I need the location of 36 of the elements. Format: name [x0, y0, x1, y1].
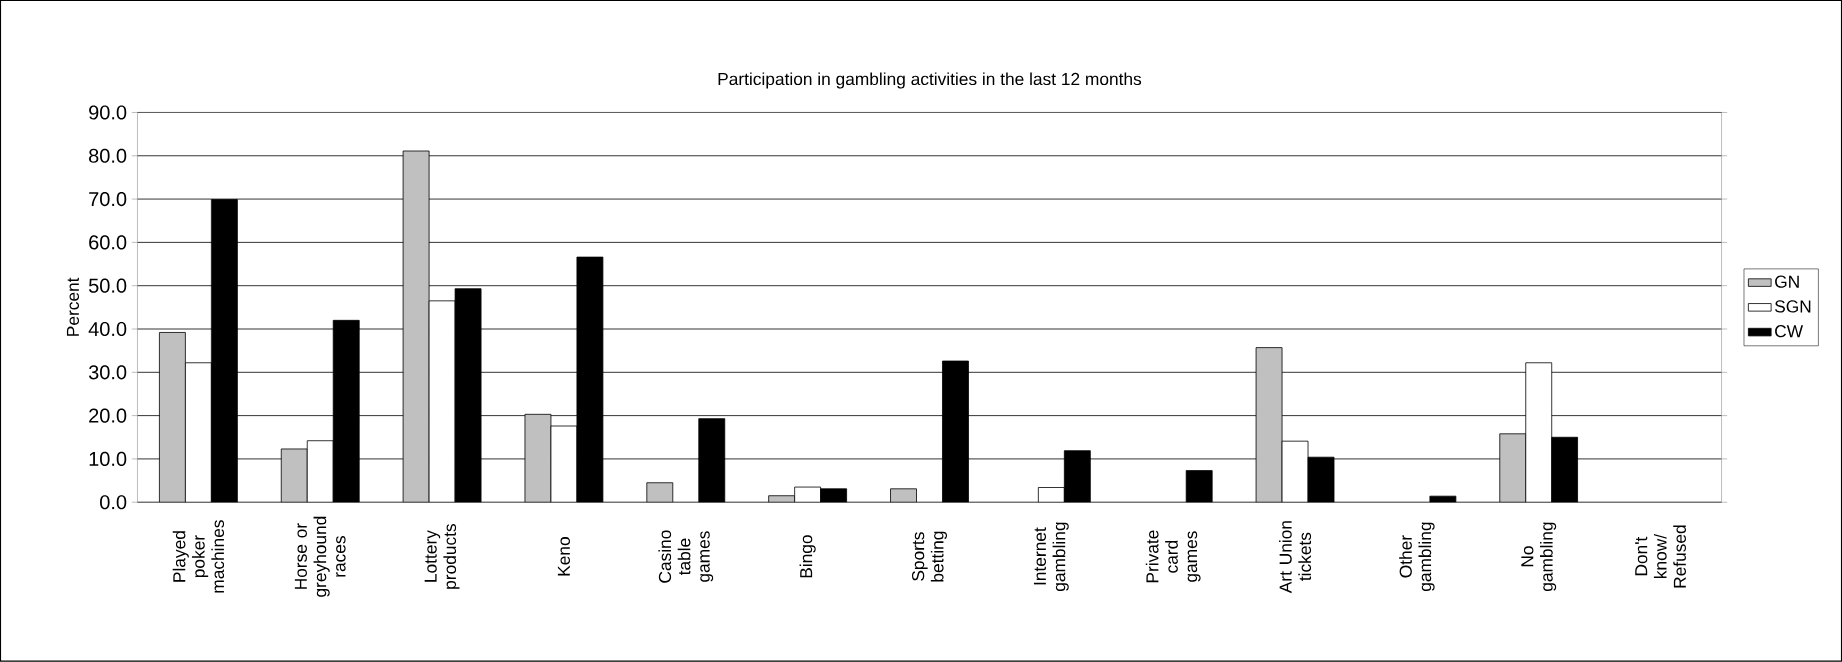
y-tick-label: 50.0: [88, 278, 127, 293]
bar: [280, 448, 308, 503]
bar: [159, 332, 186, 503]
y-tick-label: 60.0: [89, 235, 127, 250]
bar: [890, 488, 917, 503]
x-tick-label: No gambling: [1521, 522, 1557, 592]
y-tick-label: 70.0: [89, 192, 127, 207]
y-tick-label: 40.0: [88, 322, 127, 337]
bar: [524, 414, 552, 503]
bar: [402, 150, 430, 503]
legend-label: GN: [1775, 275, 1799, 288]
y-tick-label: 30.0: [88, 365, 127, 380]
x-tick-label: Art Union tickets: [1279, 521, 1312, 594]
legend-label: CW: [1775, 325, 1804, 338]
bar: [1499, 433, 1527, 503]
bar: [646, 482, 674, 503]
x-tick-label: Don't know/ Refused: [1635, 525, 1686, 588]
x-tick-label: Sports betting: [911, 531, 947, 582]
x-tick-label: Keno: [557, 537, 570, 576]
x-tick-label: Played poker machines: [172, 520, 225, 593]
x-tick-label: Horse or greyhound races: [294, 516, 346, 597]
bar: [1255, 347, 1283, 503]
y-tick-label: 80.0: [89, 148, 127, 163]
y-tick-label: 10.0: [89, 452, 127, 467]
x-tick-label: Bingo: [799, 535, 816, 578]
x-tick-label: Casino table games: [658, 530, 714, 583]
x-tick-label: Lottery products: [424, 524, 460, 589]
y-tick-label: 90.0: [89, 105, 127, 120]
chart-title: Participation in gambling activities in the last 12 months: [718, 72, 1142, 89]
x-tick-label: Private card games: [1145, 530, 1201, 583]
y-tick-label: 20.0: [89, 408, 127, 423]
x-tick-label: Other gambling: [1399, 522, 1435, 592]
legend-label: SGN: [1774, 300, 1811, 313]
y-tick-label: 0.0: [100, 495, 127, 510]
x-tick-label: Internet gambling: [1033, 522, 1069, 592]
y-axis-title: Percent: [66, 277, 80, 336]
